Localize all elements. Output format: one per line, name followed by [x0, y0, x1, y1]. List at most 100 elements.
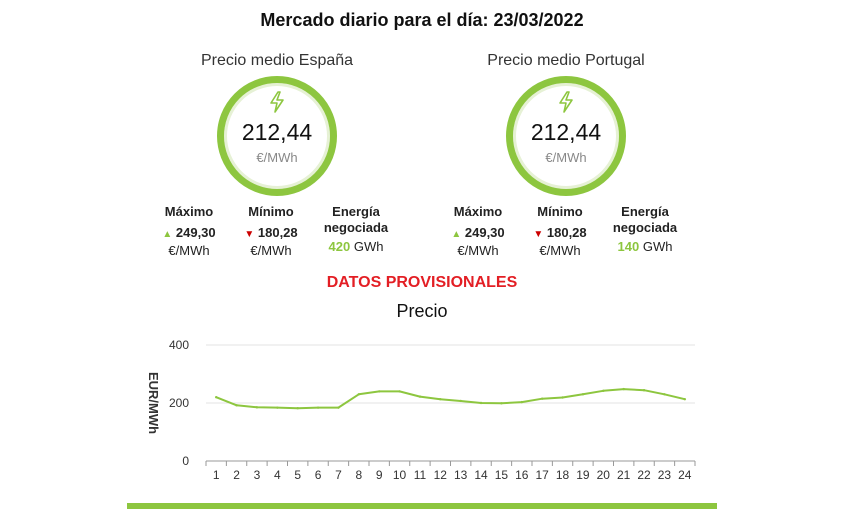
triangle-down-icon: ▼: [533, 229, 544, 240]
lightning-bolt-icon: [513, 91, 619, 118]
x-tick-label: 6: [315, 468, 322, 482]
x-tick-label: 20: [597, 468, 611, 482]
spain-min-stat: Mínimo ▼ 180,28 €/MWh: [232, 204, 310, 259]
x-tick-label: 19: [576, 468, 590, 482]
spain-max-stat: Máximo ▲ 249,30 €/MWh: [149, 204, 229, 259]
portugal-stats: Máximo ▲ 249,30 €/MWh Mínimo ▼ 180,28 €/MW…: [416, 204, 716, 274]
chart-title: Precio: [396, 301, 448, 321]
bottom-accent-bar: [127, 503, 717, 509]
data-point: [683, 398, 687, 401]
max-label: Máximo: [164, 204, 214, 219]
max-unit: €/MWh: [457, 243, 499, 258]
spain-energy-stat: Energía negociada 420 GWh: [313, 204, 399, 255]
portugal-panel-label: Precio medio Portugal: [487, 52, 645, 69]
spain-price-unit: €/MWh: [256, 150, 298, 165]
portugal-max-stat: Máximo ▲ 249,30 €/MWh: [438, 204, 518, 259]
x-tick-label: 16: [515, 468, 529, 482]
data-point: [214, 396, 218, 399]
x-tick-label: 15: [495, 468, 509, 482]
max-label: Máximo: [453, 204, 503, 219]
x-tick-label: 23: [658, 468, 672, 482]
y-tick-label: 400: [169, 338, 189, 352]
provisional-data-notice: DATOS PROVISIONALES: [326, 274, 518, 291]
portugal-price-unit: €/MWh: [545, 150, 587, 165]
energy-label-2: negociada: [323, 220, 389, 235]
min-unit: €/MWh: [539, 243, 581, 258]
x-tick-label: 11: [414, 468, 427, 482]
x-tick-label: 7: [335, 468, 342, 482]
x-tick-label: 10: [393, 468, 407, 482]
x-tick-label: 24: [678, 468, 692, 482]
data-point: [561, 396, 564, 399]
data-point: [459, 399, 462, 403]
x-tick-label: 1: [213, 468, 220, 482]
x-tick-label: 9: [376, 468, 383, 482]
data-point: [418, 395, 422, 398]
max-unit: €/MWh: [168, 243, 210, 258]
data-point: [337, 406, 340, 409]
min-value: 180,28: [257, 225, 298, 240]
x-tick-label: 21: [617, 468, 631, 482]
data-point: [479, 401, 483, 405]
data-point: [377, 390, 381, 393]
portugal-price-panel: Precio medio Portugal 212,44 €/MWh Máxim…: [416, 52, 716, 258]
data-point: [398, 390, 401, 393]
spain-stats: Máximo ▲ 249,30 €/MWh Mínimo ▼ 180,28 €/MW…: [127, 204, 427, 274]
lightning-bolt-icon: [224, 91, 330, 118]
x-tick-label: 14: [474, 468, 488, 482]
x-tick-label: 8: [355, 468, 362, 482]
x-tick-label: 4: [274, 468, 281, 482]
triangle-up-icon: ▲: [451, 229, 462, 240]
y-tick-label: 0: [182, 454, 189, 468]
data-point: [622, 387, 625, 391]
data-point: [357, 393, 361, 396]
energy-unit: GWh: [353, 239, 384, 254]
data-point: [500, 402, 503, 405]
energy-unit: GWh: [642, 239, 673, 254]
data-point: [235, 404, 238, 407]
min-label: Mínimo: [537, 204, 583, 219]
data-point: [642, 389, 646, 392]
x-tick-label: 18: [556, 468, 570, 482]
spain-price-panel: Precio medio España 212,44 €/MWh Máximo …: [127, 52, 427, 258]
data-point: [276, 406, 279, 409]
data-point: [296, 407, 299, 410]
energy-label-1: Energía: [621, 204, 669, 219]
x-tick-label: 12: [434, 468, 448, 482]
spain-price-ring: 212,44 €/MWh: [217, 76, 337, 196]
energy-label-2: negociada: [612, 220, 678, 235]
y-axis-label: EUR/MWh: [146, 372, 161, 434]
data-point: [540, 397, 544, 400]
portugal-energy-stat: Energía negociada 140 GWh: [602, 204, 688, 255]
data-point: [663, 393, 666, 396]
page-title: Mercado diario para el día: 23/03/2022: [260, 10, 584, 30]
x-tick-label: 3: [254, 468, 261, 482]
min-value: 180,28: [546, 225, 587, 240]
y-tick-label: 200: [169, 396, 189, 410]
data-point: [581, 393, 585, 396]
data-point: [439, 398, 442, 401]
energy-value: 420: [328, 239, 351, 254]
min-unit: €/MWh: [250, 243, 292, 258]
x-tick-label: 13: [454, 468, 468, 482]
x-tick-label: 17: [536, 468, 550, 482]
portugal-average-price: 212,44: [530, 119, 602, 145]
x-tick-label: 2: [233, 468, 240, 482]
energy-label-1: Energía: [332, 204, 380, 219]
x-tick-label: 5: [294, 468, 301, 482]
triangle-down-icon: ▼: [244, 229, 255, 240]
data-point: [316, 406, 320, 409]
triangle-up-icon: ▲: [162, 229, 173, 240]
max-value: 249,30: [464, 225, 505, 240]
spain-average-price: 212,44: [241, 119, 313, 145]
data-point: [602, 389, 605, 393]
min-label: Mínimo: [248, 204, 294, 219]
x-tick-label: 22: [637, 468, 651, 482]
data-point: [255, 406, 259, 409]
price-series-line: [215, 388, 686, 410]
data-point: [520, 400, 524, 404]
portugal-min-stat: Mínimo ▼ 180,28 €/MWh: [521, 204, 599, 259]
energy-value: 140: [617, 239, 640, 254]
portugal-price-ring: 212,44 €/MWh: [506, 76, 626, 196]
